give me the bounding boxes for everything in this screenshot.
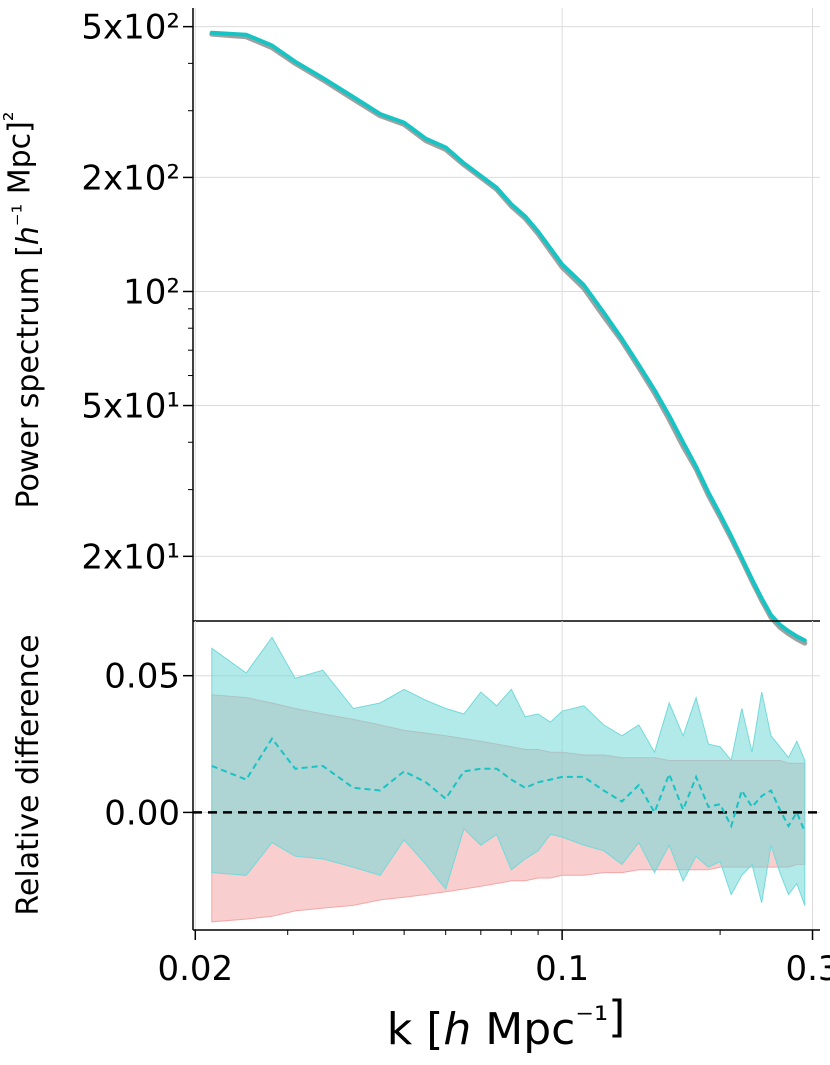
bottom-y-tick-label: 0.05	[104, 657, 180, 697]
bottom-band-1	[211, 636, 806, 906]
x-tick-label: 0.3	[785, 949, 830, 989]
top-panel-grid	[193, 8, 820, 621]
bottom-panel-series	[193, 636, 820, 923]
top-panel-series	[209, 30, 808, 646]
top-y-tick-label: 5x10²	[81, 8, 180, 48]
bottom-mean-line-2	[211, 736, 806, 832]
top-y-tick-label: 10²	[123, 272, 180, 312]
top-series-line-1	[209, 30, 807, 643]
top-y-axis-label: Power spectrum [h⁻¹ Mpc]²	[0, 111, 46, 508]
bottom-panel-axes: 0.05 0.00 0.02 0.1 0.3	[104, 621, 830, 989]
x-tick-label: 0.1	[535, 949, 589, 989]
bottom-y-tick-label: 0.00	[104, 793, 180, 833]
x-tick-label: 0.02	[157, 949, 233, 989]
top-y-tick-label: 2x10²	[81, 158, 180, 198]
bottom-y-axis-label: Relative difference	[11, 634, 46, 915]
x-axis-label: k [h Mpc⁻¹]	[387, 992, 625, 1055]
top-y-tick-label: 2x10¹	[81, 537, 180, 577]
top-y-tick-label: 5x10¹	[81, 387, 180, 427]
top-series-line-0	[209, 31, 808, 646]
top-panel-axes: 5x10² 2x10² 10² 5x10¹ 2x10¹	[81, 8, 820, 622]
